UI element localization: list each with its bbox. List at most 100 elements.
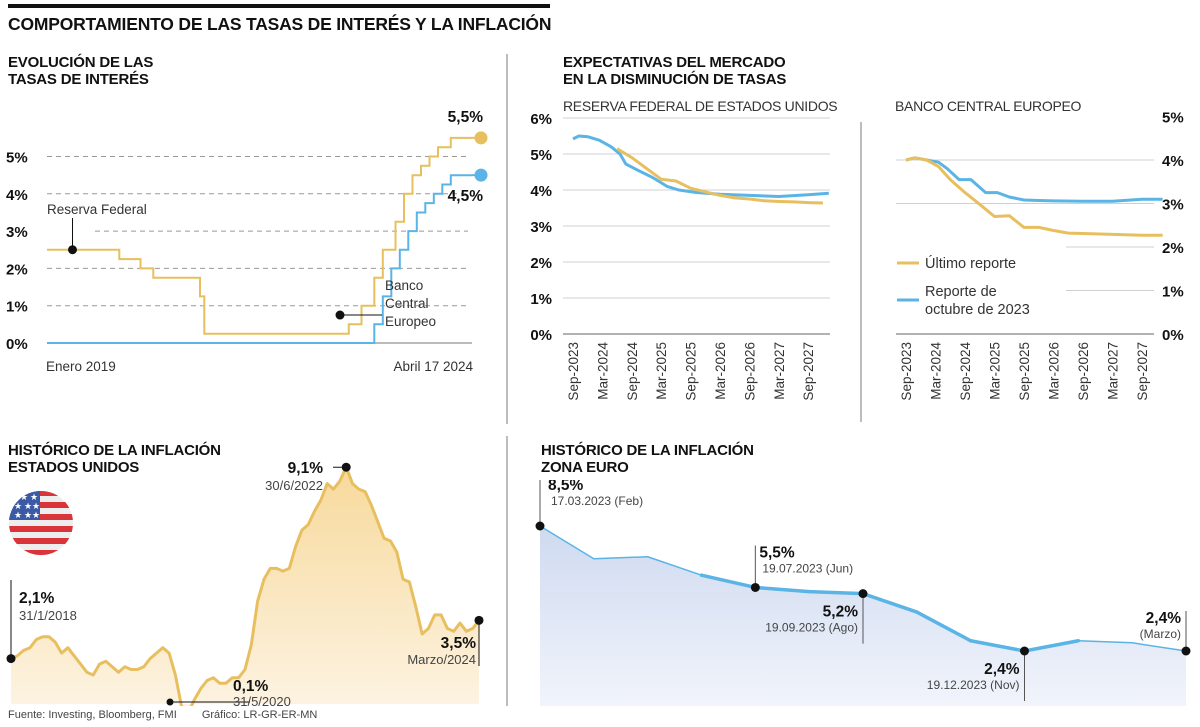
ecb-expectations-chart: 0% 1% 2% 3% 4% 5% Sep-2023 Mar-2024 Sep-2024 Mar-… bbox=[896, 110, 1184, 401]
divider-fed-ecb bbox=[860, 122, 862, 422]
annotation-dot bbox=[341, 462, 351, 472]
y-tick-label: 0% bbox=[530, 327, 552, 344]
annotation-date: Marzo/2024 bbox=[407, 652, 476, 667]
eu-inflation-line-segment bbox=[1022, 639, 1081, 653]
annotation-value: 5,2% bbox=[823, 604, 859, 621]
x-tick-label: Sep-2025 bbox=[1017, 342, 1032, 401]
annotation-date: 30/6/2022 bbox=[265, 478, 323, 493]
eu-inflation-title: HISTÓRICO DE LA INFLACIÓN ZONA EURO bbox=[541, 442, 754, 476]
x-tick-label: Sep-2024 bbox=[625, 342, 640, 401]
fed-subtitle: RESERVA FEDERAL DE ESTADOS UNIDOS bbox=[563, 98, 838, 114]
annotation-value: 8,5% bbox=[548, 480, 584, 494]
end-value-label: 5,5% bbox=[448, 109, 484, 126]
eu-inflation-line-segment bbox=[915, 610, 973, 643]
x-tick-label: Mar-2026 bbox=[1047, 342, 1062, 400]
end-value-label: 4,5% bbox=[448, 188, 484, 205]
eu-inflation-line-segment bbox=[753, 585, 811, 594]
x-tick-label: Sep-2024 bbox=[958, 342, 973, 401]
annotation-value: 2,4% bbox=[1146, 610, 1182, 627]
y-tick-label: 1% bbox=[530, 291, 552, 308]
x-tick-label: Mar-2027 bbox=[772, 342, 787, 400]
x-end-label: Abril 17 2024 bbox=[393, 359, 473, 374]
svg-text:★: ★ bbox=[14, 501, 22, 511]
annotation-value: 5,5% bbox=[759, 544, 795, 561]
us-inflation-chart: 2,1%31/1/2018 0,1%31/5/2020 9,1%30/6/2022 3… bbox=[6, 460, 484, 706]
eu-inflation-line-segment bbox=[807, 589, 865, 596]
expectations-title: EXPECTATIVAS DEL MERCADO EN LA DISMINUCI… bbox=[563, 54, 787, 88]
eu-inflation-chart: 8,5%17.03.2023 (Feb) 5,5%19.07.2023 (Jun)… bbox=[535, 480, 1191, 706]
october-report-line bbox=[572, 134, 829, 198]
fed-rate-line bbox=[47, 136, 472, 335]
svg-text:★: ★ bbox=[30, 492, 38, 502]
annotation-value: 2,1% bbox=[19, 590, 55, 607]
y-tick-label: 3% bbox=[1162, 197, 1184, 214]
eu-inflation-line-segment bbox=[646, 555, 703, 576]
y-tick-label: 3% bbox=[530, 219, 552, 236]
x-tick-label: Mar-2025 bbox=[654, 342, 669, 400]
divider-bottom bbox=[506, 436, 508, 706]
y-tick-label: 4% bbox=[1162, 153, 1184, 170]
annotation-value: 9,1% bbox=[288, 460, 324, 477]
y-tick-label: 0% bbox=[1162, 327, 1184, 344]
eu-inflation-line-segment bbox=[1131, 642, 1187, 652]
october-report-line bbox=[905, 156, 1163, 203]
svg-text:★: ★ bbox=[32, 510, 40, 520]
fed-expectations-chart: 0% 1% 2% 3% 4% 5% 6% Sep-2023 Mar-2024 Sep-2024 Ma… bbox=[530, 111, 830, 401]
x-tick-label: Sep-2027 bbox=[801, 342, 816, 401]
us-inflation-area bbox=[11, 467, 479, 706]
y-tick-label: 0% bbox=[6, 336, 28, 353]
y-tick-label: 1% bbox=[1162, 284, 1184, 301]
x-tick-label: Sep-2023 bbox=[566, 342, 581, 401]
svg-text:★: ★ bbox=[20, 492, 28, 502]
rates-title: EVOLUCIÓN DE LAS TASAS DE INTERÉS bbox=[8, 54, 154, 88]
y-tick-label: 5% bbox=[6, 150, 28, 167]
annotation-date: 17.03.2023 (Feb) bbox=[551, 494, 643, 508]
y-tick-label: 1% bbox=[6, 299, 28, 316]
eu-inflation-line-segment bbox=[539, 525, 595, 560]
ecb-series-label: Banco bbox=[385, 278, 423, 293]
annotation-date: (Marzo) bbox=[1140, 627, 1181, 641]
eu-inflation-line-segment bbox=[699, 573, 758, 590]
annotation-value: 3,5% bbox=[441, 635, 477, 652]
y-tick-label: 4% bbox=[530, 183, 552, 200]
x-tick-label: Mar-2025 bbox=[988, 342, 1003, 400]
annotation-dot bbox=[1020, 646, 1029, 656]
annotation-value: 2,4% bbox=[984, 661, 1020, 678]
annotation-date: 31/1/2018 bbox=[19, 608, 77, 623]
divider-top bbox=[506, 54, 508, 424]
us-inflation-title: HISTÓRICO DE LA INFLACIÓN ESTADOS UNIDOS bbox=[8, 442, 221, 476]
y-tick-label: 5% bbox=[1162, 110, 1184, 127]
x-tick-label: Sep-2023 bbox=[899, 342, 914, 401]
latest-report-line bbox=[616, 147, 823, 205]
x-tick-label: Sep-2027 bbox=[1135, 342, 1150, 401]
legend-label-october: Reporte de bbox=[925, 284, 997, 300]
eu-inflation-line-segment bbox=[593, 555, 649, 560]
annotation-dot bbox=[1181, 646, 1191, 656]
x-start-label: Enero 2019 bbox=[46, 359, 116, 374]
annotation-dot bbox=[750, 582, 760, 592]
annotation-dot bbox=[474, 615, 484, 625]
annotation-dot bbox=[6, 654, 16, 664]
annotation-date: 19.07.2023 (Jun) bbox=[762, 561, 853, 575]
eu-inflation-line-segment bbox=[861, 591, 919, 614]
annotation-date: 19.12.2023 (Nov) bbox=[927, 678, 1020, 692]
x-tick-label: Mar-2026 bbox=[713, 342, 728, 400]
annotation-dot bbox=[535, 521, 545, 531]
y-tick-label: 4% bbox=[6, 187, 28, 204]
us-flag-icon: ★ ★ ★ ★ ★ ★ ★ ★ bbox=[9, 491, 73, 555]
credit-note: Gráfico: LR-GR-ER-MN bbox=[201, 709, 318, 721]
eu-inflation-line-segment bbox=[968, 639, 1027, 653]
ecb-subtitle: BANCO CENTRAL EUROPEO bbox=[895, 98, 1082, 114]
us-inflation-line bbox=[10, 465, 481, 706]
top-rule bbox=[8, 4, 550, 8]
fed-annotation-dot bbox=[68, 245, 77, 255]
svg-text:★: ★ bbox=[32, 501, 40, 511]
ecb-series-label: Europeo bbox=[385, 314, 436, 329]
annotation-dot bbox=[166, 698, 174, 706]
x-tick-label: Sep-2026 bbox=[742, 342, 757, 401]
y-tick-label: 3% bbox=[6, 224, 28, 241]
y-tick-label: 2% bbox=[6, 261, 28, 278]
annotation-date: 31/5/2020 bbox=[233, 694, 291, 706]
source-note: Fuente: Investing, Bloomberg, FMI bbox=[8, 709, 177, 721]
latest-report-line bbox=[905, 156, 1163, 237]
